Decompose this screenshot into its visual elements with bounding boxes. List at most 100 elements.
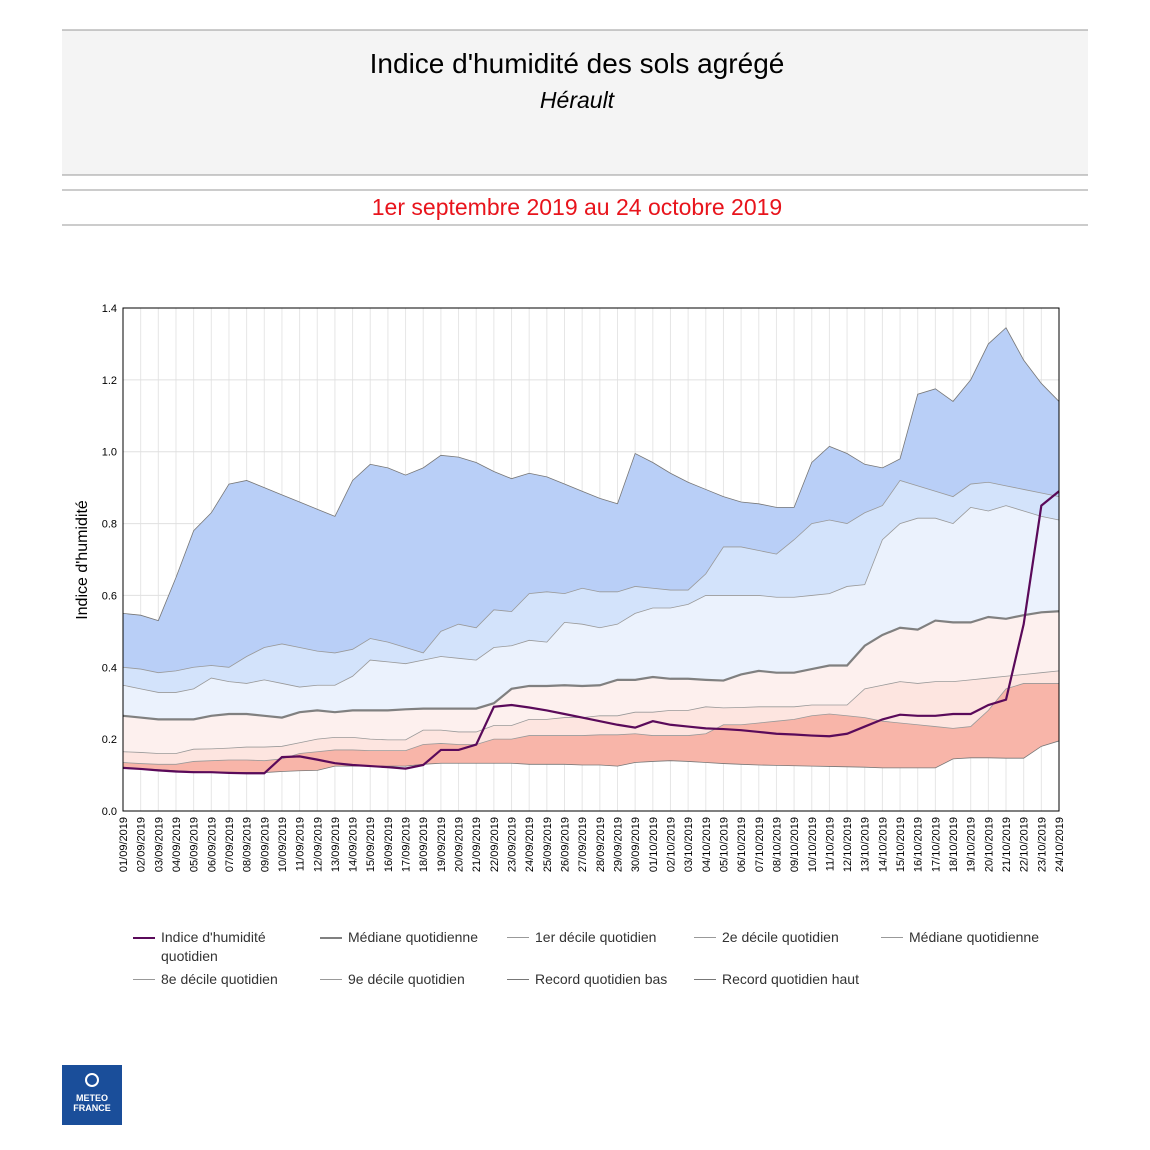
- legend-swatch: [694, 937, 716, 938]
- legend-item: 1er décile quotidien: [507, 928, 694, 966]
- x-tick-label: 13/10/2019: [860, 817, 872, 872]
- x-tick-label: 23/10/2019: [1036, 817, 1048, 872]
- legend-swatch: [320, 937, 342, 939]
- y-axis-label: Indice d'humidité: [74, 500, 91, 620]
- logo-text: METEO: [75, 1093, 108, 1103]
- x-tick-label: 09/09/2019: [259, 817, 271, 872]
- legend-item: 8e décile quotidien: [133, 970, 320, 989]
- series-line: [122, 670, 1060, 754]
- x-tick-label: 06/09/2019: [206, 817, 218, 872]
- series-line: [122, 490, 1060, 775]
- legend-swatch: [133, 937, 155, 939]
- chart: Indice d'humidité des sols agrégé Héraul…: [62, 29, 1088, 872]
- legend-swatch: [507, 979, 529, 980]
- x-tick-label: 14/10/2019: [877, 817, 889, 872]
- legend-swatch: [694, 979, 716, 980]
- header-box: [62, 30, 1088, 175]
- x-tick-label: 01/10/2019: [648, 817, 660, 872]
- x-tick-label: 20/09/2019: [454, 817, 466, 872]
- legend-label: Record quotidien bas: [535, 971, 668, 987]
- x-tick-label: 30/09/2019: [630, 817, 642, 872]
- x-tick-label: 04/09/2019: [171, 817, 183, 872]
- x-tick-label: 02/09/2019: [136, 817, 148, 872]
- period: 1er septembre 2019 au 24 octobre 2019: [372, 194, 782, 220]
- series-line: [122, 505, 1060, 693]
- x-tick-label: 10/10/2019: [807, 817, 819, 872]
- y-tick-label: 1.4: [102, 303, 117, 315]
- x-tick-label: 27/09/2019: [577, 817, 589, 872]
- plot-frame: [122, 307, 1060, 812]
- x-tick-label: 15/09/2019: [365, 817, 377, 872]
- legend-label: 1er décile quotidien: [535, 929, 657, 945]
- x-tick-label: 28/09/2019: [595, 817, 607, 872]
- y-tick-label: 1.0: [102, 447, 117, 459]
- legend-label: 2e décile quotidien: [722, 929, 839, 945]
- y-tick-label: 1.2: [102, 375, 117, 387]
- x-tick-label: 15/10/2019: [895, 817, 907, 872]
- x-tick-label: 10/09/2019: [277, 817, 289, 872]
- legend-label: 9e décile quotidien: [348, 971, 465, 987]
- x-tick-label: 29/09/2019: [612, 817, 624, 872]
- x-tick-label: 16/10/2019: [913, 817, 925, 872]
- legend-item: Indice d'humidité quotidien: [133, 928, 320, 966]
- y-tick-label: 0.8: [102, 519, 117, 531]
- x-tick-label: 26/09/2019: [560, 817, 572, 872]
- x-tick-label: 17/09/2019: [401, 817, 413, 872]
- y-tick-label: 0.2: [102, 734, 117, 746]
- series-line: [122, 479, 1060, 674]
- x-tick-label: 07/10/2019: [754, 817, 766, 872]
- legend-label: Médiane quotidienne: [909, 929, 1039, 945]
- legend-item: 9e décile quotidien: [320, 970, 507, 989]
- x-tick-label: 05/10/2019: [718, 817, 730, 872]
- series-line: [122, 740, 1060, 773]
- legend-item: Médiane quotidienne: [881, 928, 1068, 966]
- x-tick-label: 21/10/2019: [1001, 817, 1013, 872]
- x-tick-label: 04/10/2019: [701, 817, 713, 872]
- x-tick-label: 08/10/2019: [771, 817, 783, 872]
- legend-item: Médiane quotidienne: [320, 928, 507, 966]
- x-tick-label: 06/10/2019: [736, 817, 748, 872]
- x-tick-label: 18/10/2019: [948, 817, 960, 872]
- x-tick-label: 11/09/2019: [295, 817, 307, 871]
- x-tick-label: 19/09/2019: [436, 817, 448, 872]
- x-tick-label: 03/10/2019: [683, 817, 695, 872]
- legend-item: 2e décile quotidien: [694, 928, 881, 966]
- y-tick-label: 0.4: [102, 662, 117, 674]
- legend-swatch: [133, 979, 155, 980]
- x-tick-label: 19/10/2019: [966, 817, 978, 872]
- band: [123, 611, 1059, 754]
- x-tick-label: 23/09/2019: [507, 817, 519, 872]
- legend-swatch: [507, 937, 529, 938]
- x-tick-label: 02/10/2019: [665, 817, 677, 872]
- x-tick-label: 01/09/2019: [118, 817, 130, 872]
- x-tick-label: 24/10/2019: [1054, 817, 1066, 872]
- x-tick-label: 07/09/2019: [224, 817, 236, 872]
- legend: Indice d'humidité quotidien Médiane quoti…: [133, 928, 1083, 989]
- legend-label: 8e décile quotidien: [161, 971, 278, 987]
- x-tick-label: 20/10/2019: [983, 817, 995, 872]
- legend-swatch: [320, 979, 342, 980]
- x-tick-label: 22/09/2019: [489, 817, 501, 872]
- x-tick-label: 13/09/2019: [330, 817, 342, 872]
- x-tick-label: 12/09/2019: [312, 817, 324, 872]
- x-tick-label: 12/10/2019: [842, 817, 854, 872]
- x-tick-label: 22/10/2019: [1019, 817, 1031, 872]
- legend-label: Indice d'humidité quotidien: [161, 929, 266, 964]
- x-tick-label: 03/09/2019: [153, 817, 165, 872]
- logo-text: FRANCE: [73, 1103, 111, 1113]
- title: Indice d'humidité des sols agrégé: [370, 48, 785, 79]
- x-tick-label: 14/09/2019: [348, 817, 360, 872]
- x-tick-label: 11/10/2019: [824, 817, 836, 871]
- legend-item: Record quotidien bas: [507, 970, 694, 989]
- x-tick-label: 08/09/2019: [242, 817, 254, 872]
- series-line: [122, 610, 1060, 721]
- band: [123, 480, 1059, 693]
- x-tick-label: 09/10/2019: [789, 817, 801, 872]
- series-line: [122, 327, 1060, 622]
- x-tick-label: 05/09/2019: [189, 817, 201, 872]
- x-tick-label: 16/09/2019: [383, 817, 395, 872]
- y-tick-label: 0.6: [102, 590, 117, 602]
- x-tick-label: 17/10/2019: [930, 817, 942, 872]
- x-tick-label: 21/09/2019: [471, 817, 483, 872]
- legend-label: Médiane quotidienne: [348, 929, 478, 945]
